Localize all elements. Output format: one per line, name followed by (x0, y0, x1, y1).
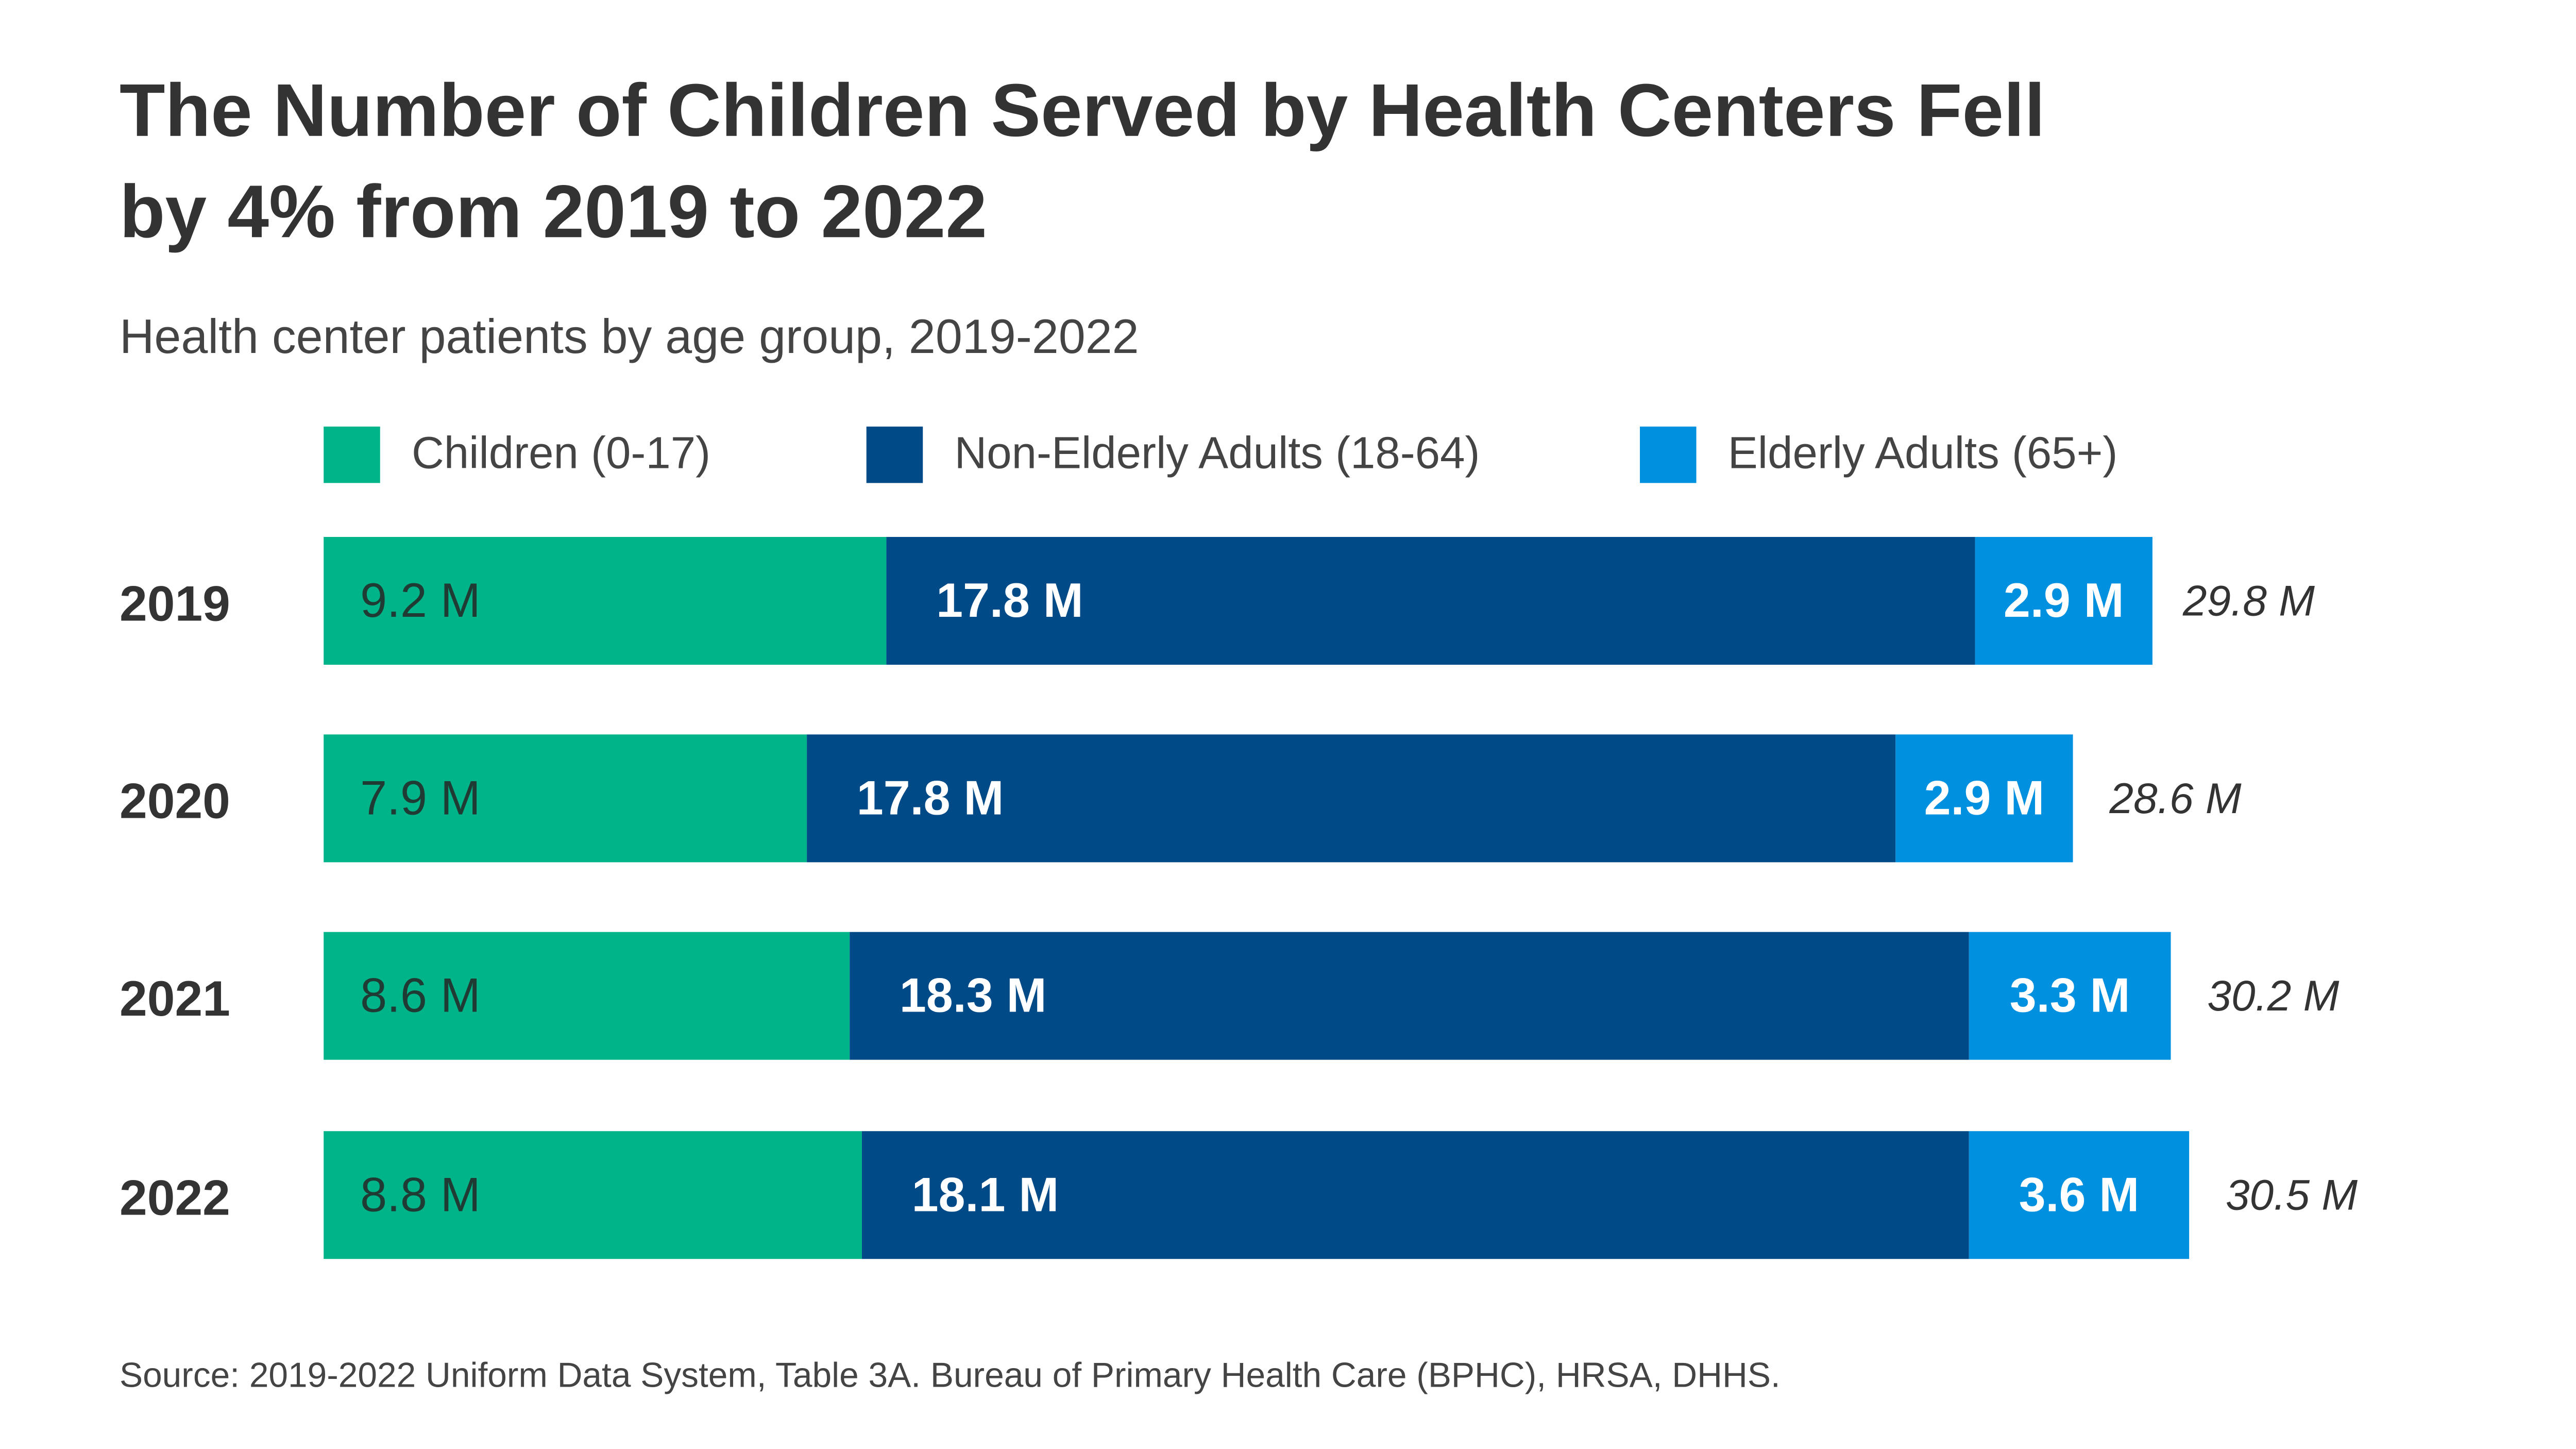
bar-segment (1969, 1131, 2190, 1259)
bar-segment (324, 1131, 862, 1259)
legend-swatch (866, 426, 923, 483)
data-label: 17.8 M (936, 573, 1083, 627)
bar-segment (861, 1131, 1969, 1259)
y-tick-label: 2020 (120, 774, 230, 829)
legend-label: Children (0-17) (412, 428, 710, 478)
data-label: 2.9 M (2004, 573, 2124, 627)
bar-segment (1975, 537, 2153, 665)
data-label: 8.6 M (360, 968, 481, 1022)
bar-segment (850, 932, 1969, 1060)
data-label: 17.8 M (857, 770, 1004, 824)
bar-segment (1895, 734, 2073, 863)
total-label: 28.6 M (2109, 774, 2241, 822)
legend-label: Non-Elderly Adults (18-64) (954, 428, 1480, 478)
data-label: 2.9 M (1924, 770, 2045, 824)
y-tick-label: 2022 (120, 1171, 230, 1226)
legend-swatch (1639, 426, 1697, 483)
total-label: 29.8 M (2182, 577, 2315, 625)
bar-segment (886, 537, 1975, 665)
chart-title: by 4% from 2019 to 2022 (120, 170, 987, 253)
y-tick-label: 2021 (120, 971, 230, 1026)
legend-swatch (324, 426, 380, 483)
data-label: 18.3 M (900, 968, 1047, 1022)
data-label: 18.1 M (912, 1167, 1059, 1221)
data-label: 7.9 M (360, 770, 481, 824)
chart-subtitle: Health center patients by age group, 201… (120, 309, 1139, 363)
source-note: Source: 2019-2022 Uniform Data System, T… (120, 1356, 1781, 1394)
total-label: 30.2 M (2207, 971, 2339, 1020)
bar-segment (324, 734, 807, 863)
legend-label: Elderly Adults (65+) (1728, 428, 2118, 478)
y-tick-label: 2019 (120, 576, 230, 631)
data-label: 3.3 M (2010, 968, 2130, 1022)
bar-segment (1969, 932, 2171, 1060)
bar-segment (807, 734, 1896, 863)
data-label: 3.6 M (2019, 1167, 2140, 1221)
total-label: 30.5 M (2226, 1171, 2358, 1219)
bar-segment (324, 932, 850, 1060)
data-label: 8.8 M (360, 1167, 481, 1221)
bar-segment (324, 537, 887, 665)
data-label: 9.2 M (360, 573, 481, 627)
chart-title: The Number of Children Served by Health … (120, 69, 2045, 152)
